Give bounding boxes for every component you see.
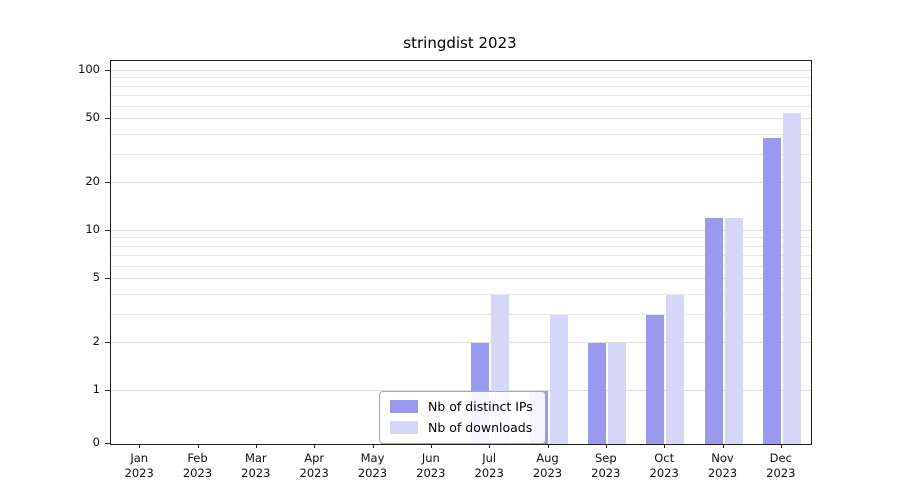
- bar-distinct-ips-nov: [704, 218, 723, 444]
- x-tick-mark: [139, 444, 141, 448]
- bar-distinct-ips-oct: [646, 314, 665, 444]
- y-tick-mark: [105, 118, 110, 120]
- bar-distinct-ips-dec: [762, 138, 781, 444]
- legend-swatch-1: [390, 421, 418, 434]
- legend-label: Nb of distinct IPs: [428, 399, 533, 414]
- gridline: [111, 133, 811, 135]
- gridline: [111, 118, 811, 120]
- bar-downloads-aug: [549, 314, 568, 444]
- x-tick-label: Oct 2023: [649, 451, 679, 480]
- chart-title: stringdist 2023: [403, 34, 517, 52]
- y-tick-mark: [105, 443, 110, 444]
- y-tick-mark: [105, 70, 110, 71]
- gridline: [111, 237, 811, 239]
- legend-item-1: Nb of downloads: [390, 420, 533, 435]
- y-tick-mark: [105, 230, 110, 231]
- legend: Nb of distinct IPs Nb of downloads: [379, 391, 546, 444]
- x-tick-mark: [430, 444, 432, 448]
- x-tick-mark: [314, 444, 316, 448]
- y-tick-label: 2: [92, 333, 100, 348]
- x-tick-label: Jun 2023: [416, 451, 446, 480]
- x-tick-label: Nov 2023: [707, 451, 738, 480]
- y-tick-label: 5: [92, 270, 100, 285]
- bar-distinct-ips-sep: [587, 342, 606, 444]
- gridline: [111, 245, 811, 247]
- gridline: [111, 278, 811, 280]
- gridline: [111, 94, 811, 96]
- gridline: [111, 77, 811, 79]
- gridline: [111, 153, 811, 155]
- y-tick-label: 50: [85, 110, 100, 125]
- bar-downloads-sep: [607, 342, 626, 444]
- x-tick-label: Aug 2023: [532, 451, 563, 480]
- bar-downloads-oct: [666, 294, 685, 444]
- legend-item-0: Nb of distinct IPs: [390, 399, 533, 414]
- gridline: [111, 70, 811, 71]
- x-tick-label: Jan 2023: [124, 451, 154, 480]
- y-tick-label: 100: [78, 62, 100, 76]
- gridline: [111, 293, 811, 295]
- x-tick-label: Jul 2023: [474, 451, 504, 480]
- x-tick-mark: [605, 444, 607, 448]
- y-tick-mark: [105, 278, 110, 280]
- x-tick-mark: [489, 444, 491, 448]
- gridline: [111, 390, 811, 391]
- y-tick-label: 0: [92, 435, 100, 449]
- bar-downloads-dec: [782, 112, 801, 444]
- legend-swatch-0: [390, 400, 418, 413]
- gridline: [111, 313, 811, 315]
- x-tick-mark: [547, 444, 549, 448]
- x-tick-mark: [255, 444, 257, 448]
- x-tick-label: Sep 2023: [591, 451, 621, 480]
- y-tick-mark: [105, 390, 110, 391]
- x-tick-mark: [372, 444, 374, 448]
- bar-downloads-nov: [724, 218, 743, 444]
- x-tick-mark: [780, 444, 782, 448]
- gridline: [111, 254, 811, 256]
- y-tick-label: 1: [92, 382, 100, 396]
- gridline: [111, 230, 811, 231]
- x-tick-mark: [722, 444, 724, 448]
- gridline: [111, 181, 811, 183]
- y-tick-label: 20: [85, 173, 100, 188]
- x-tick-label: Apr 2023: [299, 451, 329, 480]
- gridline: [111, 85, 811, 87]
- y-tick-label: 10: [85, 222, 100, 236]
- x-tick-label: Feb 2023: [182, 451, 213, 480]
- x-tick-label: Mar 2023: [241, 451, 271, 480]
- plot-area: [110, 60, 812, 445]
- x-tick-label: Dec 2023: [766, 451, 796, 480]
- y-tick-mark: [105, 341, 110, 343]
- y-tick-mark: [105, 181, 110, 183]
- gridline: [111, 105, 811, 107]
- legend-label: Nb of downloads: [428, 420, 533, 435]
- x-tick-label: May 2023: [357, 451, 388, 480]
- x-tick-mark: [197, 444, 199, 448]
- gridline: [111, 265, 811, 267]
- x-tick-mark: [664, 444, 666, 448]
- gridline: [111, 341, 811, 343]
